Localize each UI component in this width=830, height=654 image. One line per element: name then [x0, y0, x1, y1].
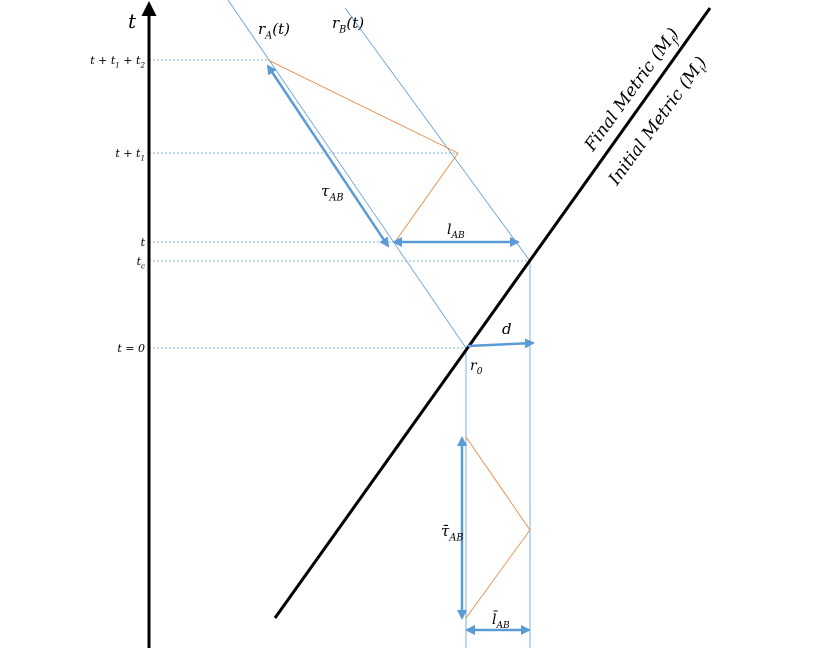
- subscript: 0: [477, 367, 483, 377]
- text-part: + t: [120, 54, 141, 67]
- tick-label: t + t1 + t2: [90, 54, 145, 69]
- subscript: i: [697, 64, 710, 75]
- measure-arrows: [266, 64, 531, 635]
- subscript: 1: [115, 60, 120, 69]
- text-part: (t): [272, 20, 290, 38]
- label-lbar: l̄AB: [492, 610, 510, 631]
- text-part: l: [447, 222, 451, 238]
- text-part: τ̄: [441, 522, 450, 540]
- subscript: 1: [140, 153, 145, 162]
- light-paths: [267, 59, 531, 619]
- text-part: d: [502, 320, 512, 338]
- subscript: B: [338, 25, 346, 36]
- text-part: t: [141, 236, 146, 249]
- subscript: 2: [139, 60, 145, 69]
- subscript: AB: [448, 533, 463, 544]
- text-part: t = 0: [117, 342, 145, 355]
- d-arrow: [467, 338, 535, 349]
- label-lab: lAB: [447, 222, 465, 241]
- label-taubar: τ̄AB: [441, 522, 464, 544]
- tick-label: t: [141, 236, 146, 249]
- text-part: Final Metric (M: [580, 33, 677, 156]
- text-part: t: [128, 9, 137, 33]
- text-part: t + t: [90, 54, 116, 67]
- text-part: r: [332, 14, 340, 32]
- subscript: A: [264, 31, 272, 42]
- text-part: Initial Metric (M: [604, 61, 705, 190]
- text-part: t: [137, 255, 142, 268]
- subscript: AB: [328, 193, 343, 204]
- text-part: t + t: [115, 147, 141, 160]
- text-part: r: [470, 358, 478, 374]
- text-part: (t): [346, 14, 364, 32]
- subscript: AB: [450, 231, 465, 241]
- label-tauab: τAB: [321, 182, 344, 204]
- label-ra: rA(t): [258, 20, 290, 42]
- metric-boundary: [273, 7, 712, 619]
- tick-label: t = 0: [117, 342, 145, 355]
- guides: [149, 59, 530, 349]
- text-part: τ: [321, 182, 330, 200]
- label-rb: rB(t): [332, 14, 364, 36]
- subscript: AB: [495, 621, 510, 631]
- label-r0: r0: [470, 358, 483, 377]
- tick-label: t + t1: [115, 147, 145, 162]
- label-d: d: [502, 320, 512, 338]
- tick-label: tc: [137, 255, 145, 270]
- text-part: l̄: [492, 610, 499, 628]
- text-part: r: [258, 20, 266, 38]
- axis-label: t: [128, 9, 137, 33]
- subscript: c: [141, 261, 145, 270]
